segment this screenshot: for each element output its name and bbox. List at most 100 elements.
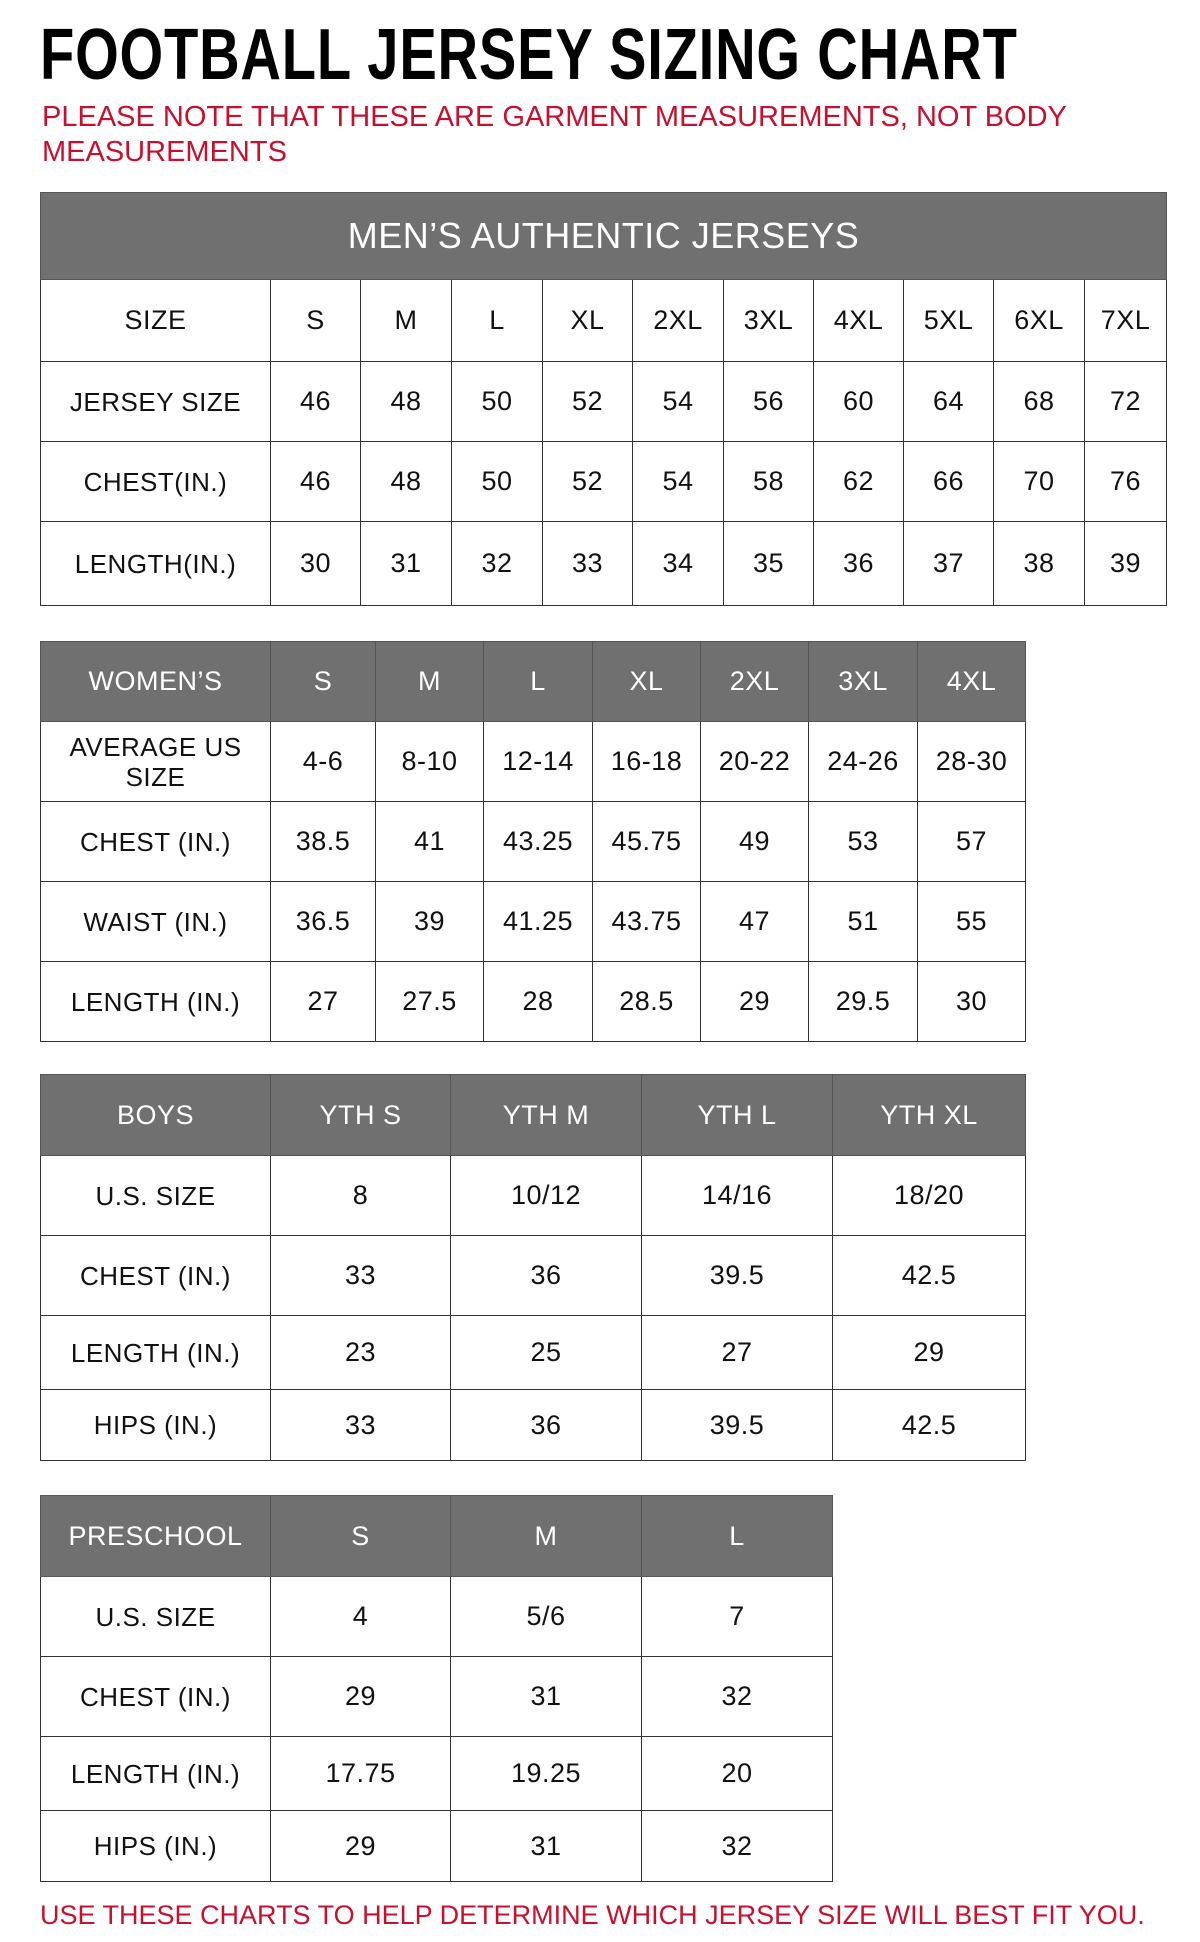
value-cell: 37 xyxy=(903,521,994,606)
value-cell: 55 xyxy=(917,881,1026,962)
table-row: AVERAGE US SIZE 4-6 8-10 12-14 16-18 20-22 24-… xyxy=(40,721,1026,802)
value-cell: 28 xyxy=(483,961,593,1042)
value-cell: 35 xyxy=(723,521,814,606)
value-cell: 76 xyxy=(1083,441,1168,522)
value-cell: 45.75 xyxy=(592,801,701,882)
value-cell: 32 xyxy=(641,1810,833,1882)
value-cell: 41 xyxy=(375,801,484,882)
table-row: WAIST (IN.) 36.5 39 41.25 43.75 47 51 55 xyxy=(40,881,1026,962)
value-cell: 29 xyxy=(270,1656,451,1737)
table-row: LENGTH (IN.) 23 25 27 29 xyxy=(40,1315,1026,1390)
table-header-row: SIZE S M L XL 2XL 3XL 4XL 5XL 6XL 7XL xyxy=(40,279,1168,362)
value-cell: 66 xyxy=(903,441,994,522)
value-cell: 39.5 xyxy=(641,1389,833,1461)
size-header-cell: S xyxy=(270,641,376,722)
value-cell: 62 xyxy=(813,441,904,522)
value-cell: 72 xyxy=(1083,361,1168,442)
row-label-cell: CHEST (IN.) xyxy=(40,1235,271,1316)
size-header-cell: XL xyxy=(592,641,701,722)
table-row: U.S. SIZE 4 5/6 7 xyxy=(40,1576,833,1657)
value-cell: 48 xyxy=(360,441,452,522)
value-cell: 42.5 xyxy=(832,1389,1026,1461)
value-cell: 31 xyxy=(450,1656,642,1737)
row-label-cell: HIPS (IN.) xyxy=(40,1810,271,1882)
value-cell: 29.5 xyxy=(808,961,918,1042)
value-cell: 20 xyxy=(641,1736,833,1811)
value-cell: 54 xyxy=(632,441,724,522)
value-cell: 52 xyxy=(542,361,633,442)
value-cell: 48 xyxy=(360,361,452,442)
value-cell: 57 xyxy=(917,801,1026,882)
value-cell: 16-18 xyxy=(592,721,701,802)
row-label-cell: U.S. SIZE xyxy=(40,1576,271,1657)
mens-authentic-table: MEN’S AUTHENTIC JERSEYS SIZE S M L XL 2XL 3XL 4X… xyxy=(39,192,1168,606)
size-header-cell: 6XL xyxy=(993,279,1085,362)
size-header-cell: 7XL xyxy=(1083,279,1168,362)
table-row: LENGTH (IN.) 17.75 19.25 20 xyxy=(40,1736,833,1811)
table-row: CHEST (IN.) 33 36 39.5 42.5 xyxy=(40,1235,1026,1316)
row-label-cell: CHEST (IN.) xyxy=(40,801,271,882)
value-cell: 43.75 xyxy=(592,881,701,962)
table-row: HIPS (IN.) 29 31 32 xyxy=(40,1810,833,1882)
row-label-cell: LENGTH(IN.) xyxy=(40,521,271,606)
value-cell: 64 xyxy=(903,361,994,442)
value-cell: 33 xyxy=(270,1235,451,1316)
table-row: LENGTH (IN.) 27 27.5 28 28.5 29 29.5 30 xyxy=(40,961,1026,1042)
value-cell: 5/6 xyxy=(450,1576,642,1657)
table-row: CHEST (IN.) 29 31 32 xyxy=(40,1656,833,1737)
value-cell: 33 xyxy=(270,1389,451,1461)
value-cell: 23 xyxy=(270,1315,451,1390)
size-header-cell: S xyxy=(270,1495,451,1577)
size-header-cell: YTH S xyxy=(270,1074,451,1156)
value-cell: 7 xyxy=(641,1576,833,1657)
value-cell: 38.5 xyxy=(270,801,376,882)
value-cell: 8-10 xyxy=(375,721,484,802)
value-cell: 31 xyxy=(360,521,452,606)
value-cell: 19.25 xyxy=(450,1736,642,1811)
row-label-cell: CHEST (IN.) xyxy=(40,1656,271,1737)
footer-note: USE THESE CHARTS TO HELP DETERMINE WHICH… xyxy=(40,1900,1145,1930)
value-cell: 4 xyxy=(270,1576,451,1657)
value-cell: 58 xyxy=(723,441,814,522)
value-cell: 36 xyxy=(450,1389,642,1461)
size-header-cell: 2XL xyxy=(700,641,809,722)
value-cell: 20-22 xyxy=(700,721,809,802)
value-cell: 8 xyxy=(270,1155,451,1236)
value-cell: 14/16 xyxy=(641,1155,833,1236)
page-title: FOOTBALL JERSEY SIZING CHART xyxy=(40,15,1018,95)
size-header-cell: 5XL xyxy=(903,279,994,362)
value-cell: 32 xyxy=(641,1656,833,1737)
value-cell: 46 xyxy=(270,441,361,522)
value-cell: 51 xyxy=(808,881,918,962)
preschool-table: PRESCHOOL S M L U.S. SIZE 4 5/6 7 CHEST (IN.) 29 3… xyxy=(40,1495,833,1882)
value-cell: 56 xyxy=(723,361,814,442)
size-header-cell: YTH M xyxy=(450,1074,642,1156)
value-cell: 17.75 xyxy=(270,1736,451,1811)
header-label-cell: WOMEN’S xyxy=(40,641,271,722)
value-cell: 32 xyxy=(451,521,543,606)
table-caption: MEN’S AUTHENTIC JERSEYS xyxy=(39,192,1168,280)
value-cell: 70 xyxy=(993,441,1085,522)
size-header-cell: 3XL xyxy=(723,279,814,362)
value-cell: 28.5 xyxy=(592,961,701,1042)
value-cell: 25 xyxy=(450,1315,642,1390)
value-cell: 39 xyxy=(1083,521,1168,606)
row-label-cell: WAIST (IN.) xyxy=(40,881,271,962)
size-header-cell: L xyxy=(641,1495,833,1577)
value-cell: 18/20 xyxy=(832,1155,1026,1236)
table-row: HIPS (IN.) 33 36 39.5 42.5 xyxy=(40,1389,1026,1461)
value-cell: 29 xyxy=(832,1315,1026,1390)
value-cell: 68 xyxy=(993,361,1085,442)
row-label-cell: LENGTH (IN.) xyxy=(40,1736,271,1811)
size-header-cell: S xyxy=(270,279,361,362)
value-cell: 34 xyxy=(632,521,724,606)
size-header-cell: M xyxy=(450,1495,642,1577)
size-header-cell: L xyxy=(451,279,543,362)
value-cell: 43.25 xyxy=(483,801,593,882)
header-label-cell: BOYS xyxy=(40,1074,271,1156)
size-header-cell: XL xyxy=(542,279,633,362)
womens-table: WOMEN’S S M L XL 2XL 3XL 4XL AVERAGE US SIZE 4-6 8… xyxy=(40,641,1026,1042)
value-cell: 4-6 xyxy=(270,721,376,802)
table-row: CHEST (IN.) 38.5 41 43.25 45.75 49 53 57 xyxy=(40,801,1026,882)
value-cell: 50 xyxy=(451,361,543,442)
